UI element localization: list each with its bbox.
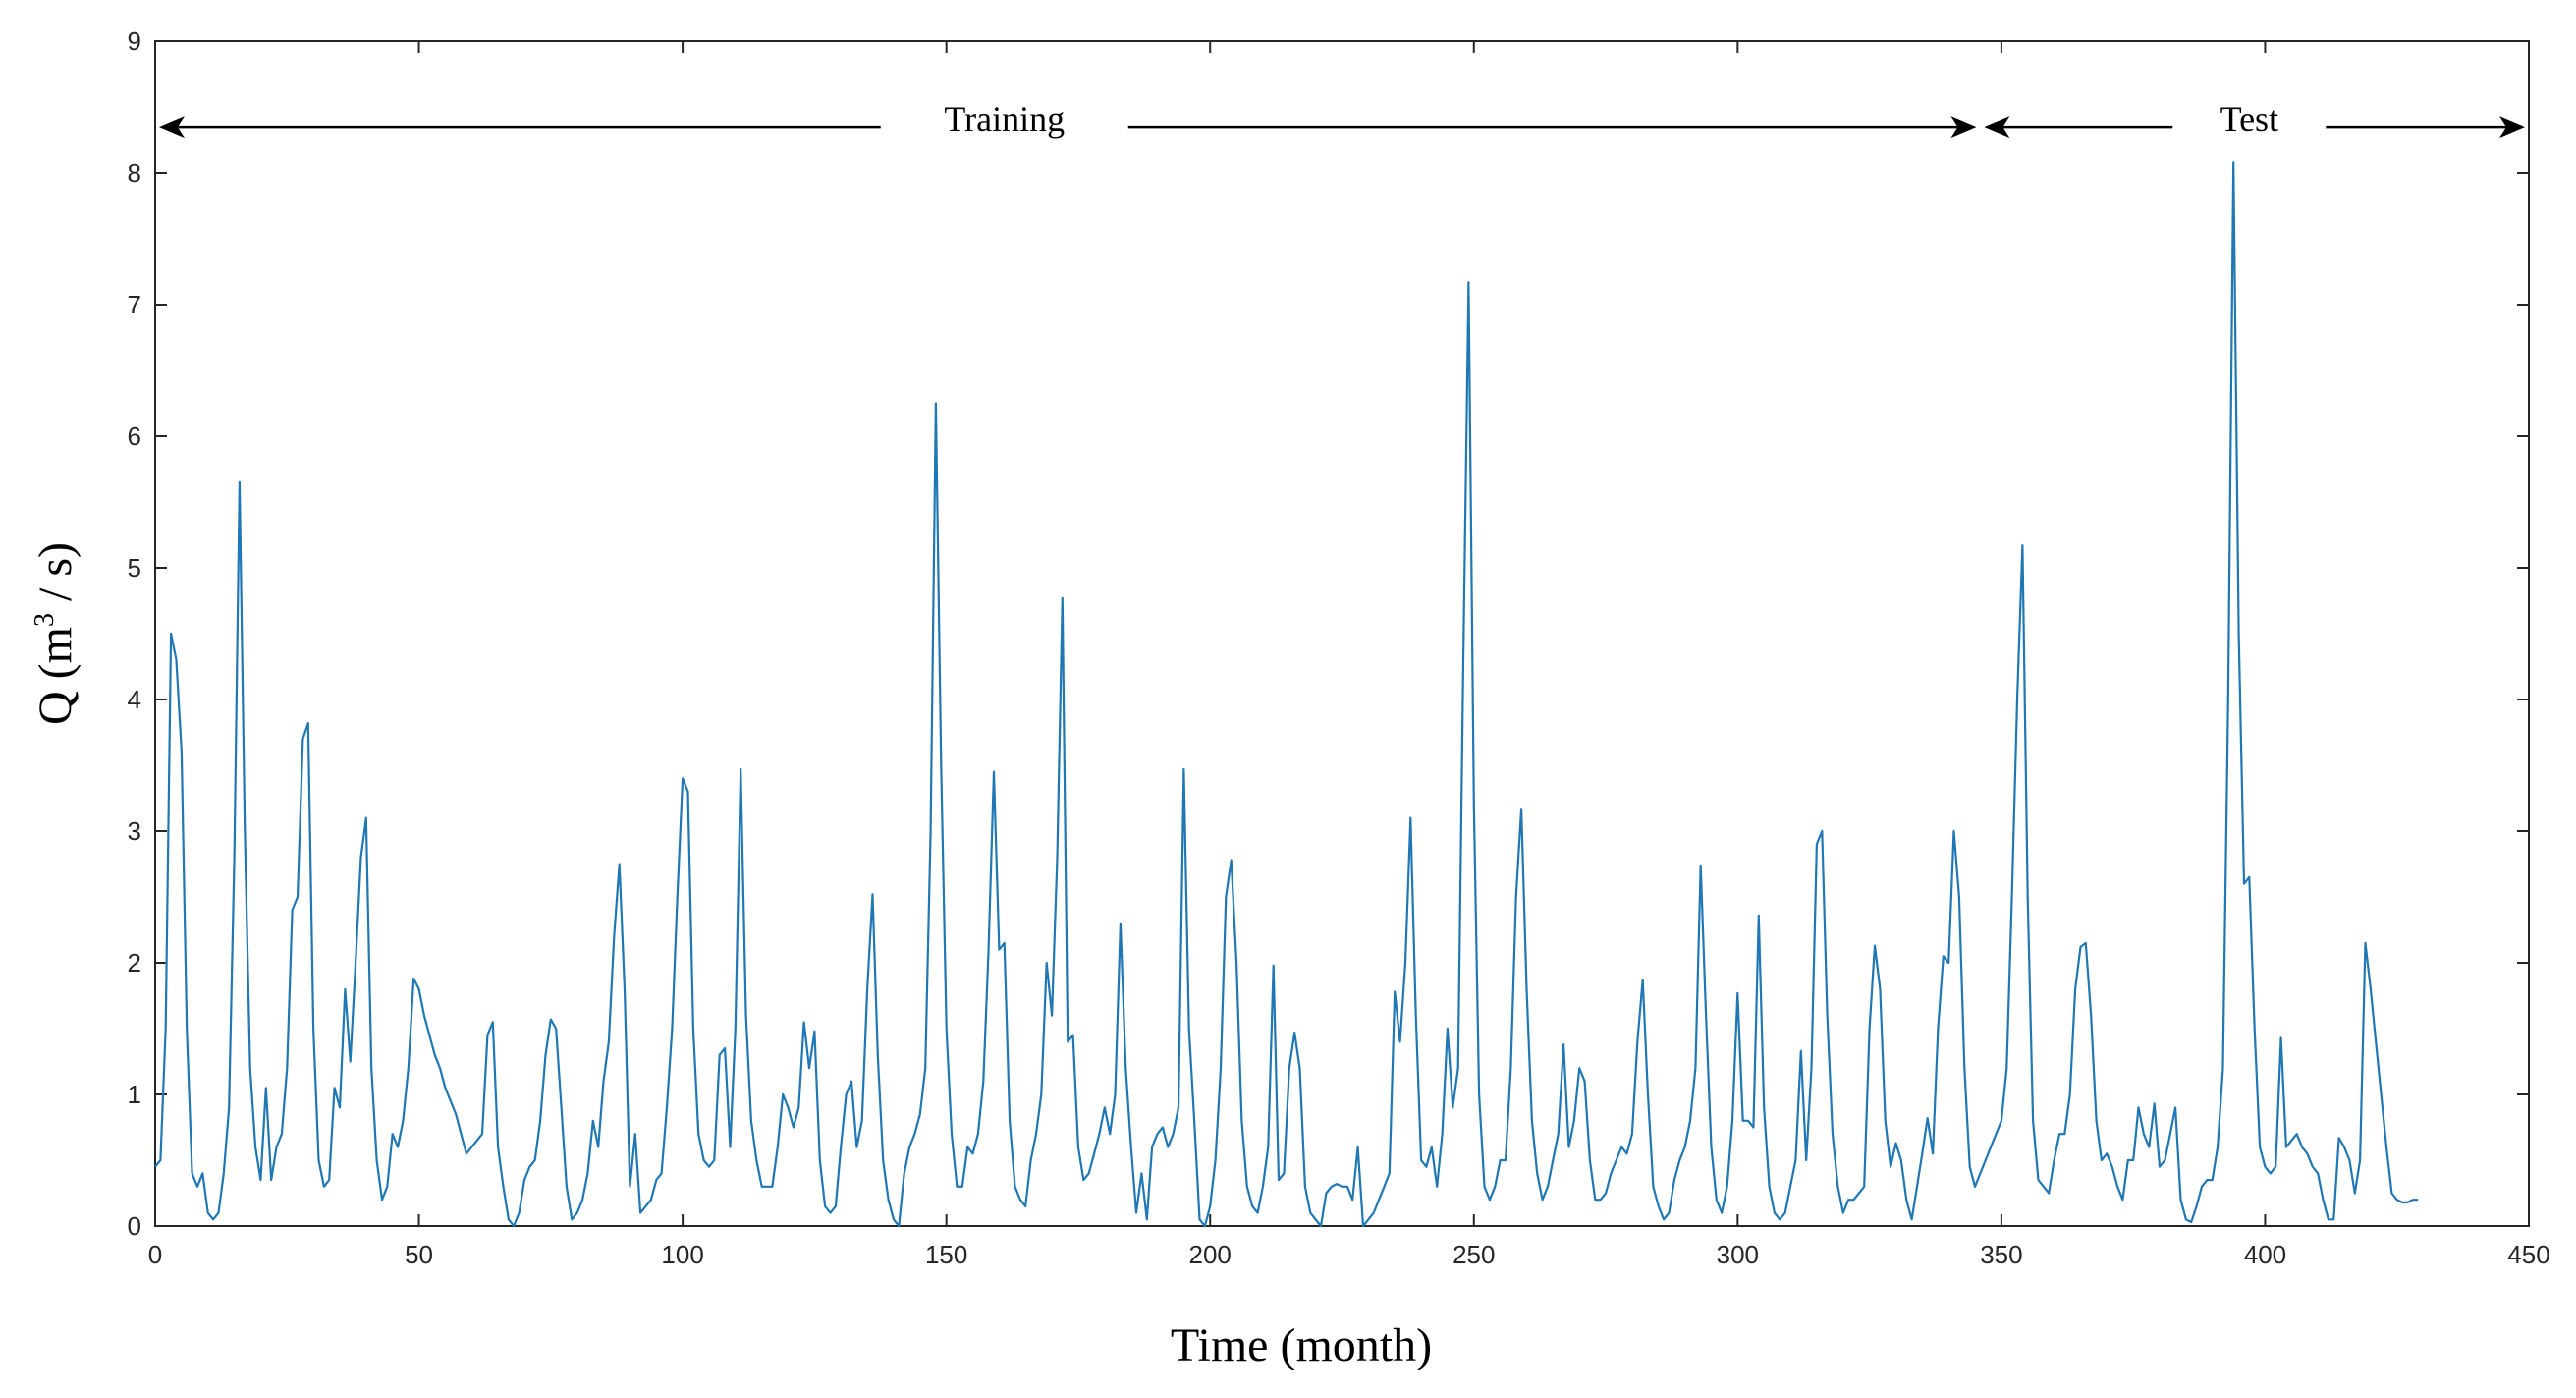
y-axis-title-main: Q (m — [29, 627, 82, 725]
y-tick-label: 7 — [128, 290, 141, 319]
y-tick-label: 2 — [128, 948, 141, 978]
x-tick-label: 100 — [661, 1240, 703, 1269]
x-tick-label: 50 — [405, 1240, 433, 1269]
y-axis-title-tail: / s) — [29, 542, 82, 613]
x-tick-label: 300 — [1717, 1240, 1759, 1269]
y-tick-label: 8 — [128, 158, 141, 188]
x-tick-label: 450 — [2507, 1240, 2549, 1269]
x-tick-label: 400 — [2244, 1240, 2286, 1269]
x-axis: 0 50 100 150 200 250 300 350 400 450 — [148, 41, 2550, 1269]
y-tick-label: 5 — [128, 553, 141, 583]
annotation-label: Test — [2220, 99, 2278, 139]
y-tick-label: 3 — [128, 816, 141, 846]
x-tick-label: 200 — [1189, 1240, 1232, 1269]
y-axis-title-superscript: 3 — [29, 613, 60, 627]
annotation-label: Training — [944, 99, 1065, 139]
period-annotations: Training Test — [159, 99, 2525, 139]
arrow-head — [1984, 116, 2010, 139]
arrow-head — [2499, 116, 2525, 139]
y-tick-label: 4 — [128, 685, 141, 714]
x-tick-label: 350 — [1980, 1240, 2022, 1269]
y-tick-label: 6 — [128, 421, 141, 451]
x-tick-label: 250 — [1452, 1240, 1495, 1269]
arrow-head — [159, 116, 185, 139]
y-tick-label: 0 — [128, 1211, 141, 1241]
plot-area — [154, 40, 2530, 1227]
y-axis-title: Q (m3 / s) — [29, 542, 82, 725]
y-axis: 0 1 2 3 4 5 6 7 8 9 — [128, 27, 2529, 1241]
x-tick-label: 150 — [925, 1240, 967, 1269]
arrow-head — [1950, 116, 1977, 139]
x-axis-title: Time (month) — [1171, 1319, 1432, 1371]
discharge-series-line — [154, 161, 2419, 1228]
y-tick-label: 9 — [128, 27, 141, 56]
y-tick-label: 1 — [128, 1080, 141, 1109]
x-tick-label: 0 — [148, 1240, 162, 1269]
